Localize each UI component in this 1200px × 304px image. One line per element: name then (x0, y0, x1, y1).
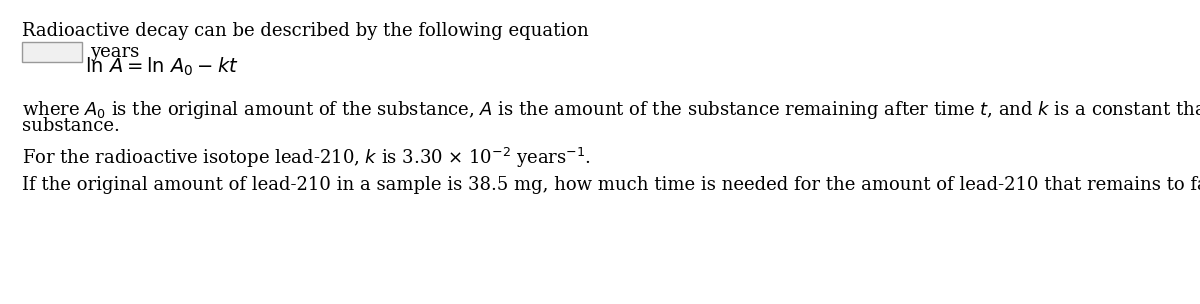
Text: substance.: substance. (22, 117, 120, 135)
Text: $\mathrm{ln}\ \mathit{A} = \mathrm{ln}\ \mathit{A}_0 - \mathit{kt}$: $\mathrm{ln}\ \mathit{A} = \mathrm{ln}\ … (85, 56, 239, 78)
Text: For the radioactive isotope lead-210, $\mathit{k}$ is 3.30 $\times$ 10$^{-2}$ ye: For the radioactive isotope lead-210, $\… (22, 146, 592, 170)
Text: years: years (90, 43, 139, 61)
Text: If the original amount of lead-210 in a sample is 38.5 mg, how much time is need: If the original amount of lead-210 in a … (22, 176, 1200, 194)
FancyBboxPatch shape (22, 42, 82, 62)
Text: Radioactive decay can be described by the following equation: Radioactive decay can be described by th… (22, 22, 589, 40)
Text: where $\mathit{A}_0$ is the original amount of the substance, $\mathit{A}$ is th: where $\mathit{A}_0$ is the original amo… (22, 99, 1200, 121)
